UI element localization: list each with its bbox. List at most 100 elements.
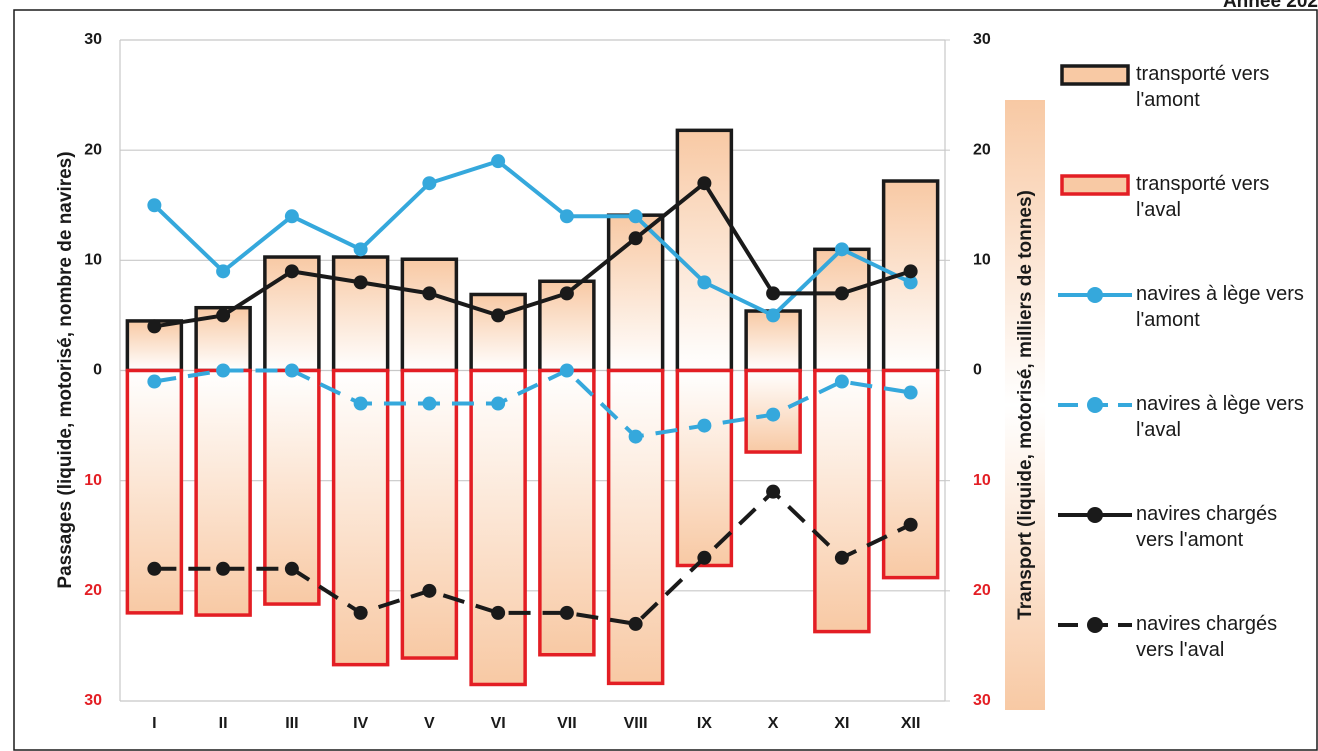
point xyxy=(903,275,918,290)
bar xyxy=(675,128,734,373)
point xyxy=(903,385,918,400)
y-tick-label: 20 xyxy=(84,582,102,599)
line xyxy=(154,368,911,439)
x-tick-label: VI xyxy=(491,715,506,732)
x-tick-label: III xyxy=(285,715,298,732)
point xyxy=(147,319,162,334)
point xyxy=(491,308,506,323)
point xyxy=(422,286,437,301)
point xyxy=(766,484,781,499)
point xyxy=(559,286,574,301)
point xyxy=(559,363,574,378)
y-tick-label: 30 xyxy=(84,31,102,48)
point xyxy=(284,561,299,576)
x-tick-label: XI xyxy=(834,715,849,732)
x-tick-label: VIII xyxy=(624,715,648,732)
point xyxy=(284,264,299,279)
legend-point xyxy=(1087,617,1103,633)
legend-point xyxy=(1087,287,1103,303)
bar xyxy=(469,368,527,687)
point xyxy=(766,407,781,422)
point xyxy=(628,209,643,224)
x-tick-label: IX xyxy=(697,715,712,732)
point xyxy=(628,616,643,631)
point xyxy=(147,374,162,389)
point xyxy=(422,396,437,411)
line xyxy=(152,158,912,318)
point xyxy=(216,363,231,378)
point xyxy=(697,275,712,290)
point xyxy=(697,418,712,433)
legend-point xyxy=(1087,507,1103,523)
y-tick-label: 30 xyxy=(84,692,102,709)
point xyxy=(353,275,368,290)
legend-label: navires à lège vers l'amont xyxy=(1136,283,1304,331)
point xyxy=(697,176,712,191)
point xyxy=(216,264,231,279)
point xyxy=(216,308,231,323)
bar xyxy=(400,368,459,660)
bar xyxy=(675,368,734,568)
point xyxy=(147,198,162,213)
bar xyxy=(194,368,252,617)
y2-tick-label: 20 xyxy=(973,582,991,599)
point xyxy=(491,396,506,411)
bar xyxy=(125,368,184,615)
y2-tick-label: 10 xyxy=(973,252,991,269)
y-tick-label: 10 xyxy=(84,252,102,269)
x-tick-label: VII xyxy=(557,715,577,732)
legend-label: navires à lège vers l'aval xyxy=(1136,393,1304,441)
point xyxy=(353,605,368,620)
y2-tick-label: 30 xyxy=(973,692,991,709)
point xyxy=(559,209,574,224)
point xyxy=(422,583,437,598)
frame xyxy=(13,9,1318,751)
x-tick-label: IV xyxy=(353,715,368,732)
point xyxy=(353,396,368,411)
bar xyxy=(400,257,459,373)
point xyxy=(834,550,849,565)
legend-swatch xyxy=(1060,64,1130,86)
bar xyxy=(881,368,940,580)
point xyxy=(284,209,299,224)
bar xyxy=(813,368,871,634)
point xyxy=(903,264,918,279)
y2-tick-label: 30 xyxy=(973,31,991,48)
point xyxy=(491,154,506,169)
x-tick-label: X xyxy=(768,715,779,732)
y-tick-label: 10 xyxy=(84,472,102,489)
legend-label: navires chargés vers l'aval xyxy=(1136,613,1278,661)
legend-label: transporté vers l'amont xyxy=(1136,63,1270,111)
legend-label: navires chargés vers l'amont xyxy=(1136,503,1278,551)
point xyxy=(559,605,574,620)
point xyxy=(628,231,643,246)
y2-tick-label: 0 xyxy=(973,362,982,379)
y-axis-title: Passages (liquide, motorisé, nombre de n… xyxy=(55,151,76,588)
x-tick-label: XII xyxy=(901,715,921,732)
y2-axis-title: Transport (liquide, motorisé, milliers d… xyxy=(1015,190,1036,620)
legend-label: transporté vers l'aval xyxy=(1136,173,1270,221)
y-tick-label: 20 xyxy=(84,141,102,158)
y2-title-bg xyxy=(1005,100,1045,710)
bar xyxy=(606,368,665,686)
chart-title: Année 202 xyxy=(1223,0,1318,12)
y2-tick-label: 20 xyxy=(973,141,991,158)
legend-swatch xyxy=(1060,174,1130,196)
point xyxy=(422,176,437,191)
point xyxy=(834,286,849,301)
point xyxy=(491,605,506,620)
point xyxy=(766,286,781,301)
x-tick-label: I xyxy=(152,715,156,732)
bar xyxy=(331,368,390,667)
bar xyxy=(469,292,527,373)
point xyxy=(284,363,299,378)
point xyxy=(216,561,231,576)
x-tick-label: V xyxy=(424,715,435,732)
bar xyxy=(331,255,390,373)
point xyxy=(766,308,781,323)
line xyxy=(154,180,912,329)
point xyxy=(147,561,162,576)
point xyxy=(628,429,643,444)
